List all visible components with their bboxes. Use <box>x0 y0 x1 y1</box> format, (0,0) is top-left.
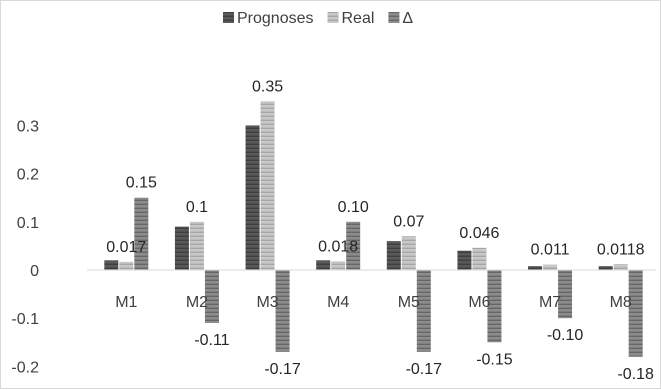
y-tick-label: -0.1 <box>11 311 39 328</box>
bar-prognoses-m3 <box>245 125 260 271</box>
bar--m3 <box>275 270 290 352</box>
data-label: -0.10 <box>547 327 584 344</box>
y-tick-label: 0.3 <box>17 118 39 135</box>
data-label: 0.017 <box>106 239 146 256</box>
data-label: 0.1 <box>186 199 208 216</box>
legend-entry: Real <box>342 10 375 27</box>
bar-real-m6 <box>472 247 487 270</box>
bar-real-m3 <box>260 101 275 270</box>
category-label: M8 <box>610 294 632 311</box>
bar--m7 <box>558 270 573 319</box>
legend-swatch <box>388 12 400 23</box>
bar-real-m1 <box>119 261 134 270</box>
bar--m5 <box>416 270 431 352</box>
data-label: 0.018 <box>318 238 358 255</box>
data-label: 0.35 <box>252 78 283 95</box>
bar-prognoses-m1 <box>104 260 119 270</box>
legend-entry: Δ <box>402 10 413 27</box>
data-label: -0.17 <box>264 361 301 378</box>
bars <box>104 101 643 357</box>
data-label: -0.18 <box>617 366 654 383</box>
data-label: -0.17 <box>406 361 443 378</box>
category-labels: M1 M2 M3 M4 M5 M6 M7 M8 <box>115 294 632 311</box>
bar-real-m2 <box>189 221 204 270</box>
bar--m2 <box>204 270 219 324</box>
data-label: -0.11 <box>194 332 229 349</box>
bar-prognoses-m7 <box>528 266 543 270</box>
y-tick-label: 0 <box>30 263 39 280</box>
data-label: 0.10 <box>338 199 369 216</box>
category-label: M4 <box>327 294 349 311</box>
legend-swatch <box>327 12 339 23</box>
data-label: 0.07 <box>393 213 424 230</box>
y-tick-label: 0.1 <box>17 215 39 232</box>
bar--m6 <box>487 270 502 343</box>
bar--m4 <box>346 221 361 270</box>
bar-real-m5 <box>401 236 416 270</box>
legend: Prognoses Real Δ <box>223 10 413 27</box>
data-label: 0.15 <box>126 175 157 192</box>
category-label: M5 <box>398 294 420 311</box>
bar-prognoses-m4 <box>316 260 331 270</box>
category-label: M1 <box>115 294 137 311</box>
data-label: 0.0118 <box>597 241 645 258</box>
category-label: M2 <box>186 294 208 311</box>
bar-real-m8 <box>613 264 628 270</box>
bar-prognoses-m5 <box>386 241 401 270</box>
bar--m8 <box>628 270 643 357</box>
data-label: -0.15 <box>476 351 513 368</box>
category-label: M3 <box>256 294 278 311</box>
data-label: 0.046 <box>459 225 499 242</box>
data-label: 0.011 <box>531 242 570 259</box>
bar-real-m4 <box>331 261 346 270</box>
y-tick-label: -0.2 <box>11 359 39 376</box>
legend-swatch <box>223 12 234 23</box>
bar-prognoses-m2 <box>174 226 189 270</box>
data-labels: 0.017 0.15 0.1 -0.11 0.35 -0.17 0.018 0.10 0.07 -… <box>106 78 654 382</box>
category-label: M7 <box>539 294 561 311</box>
category-label: M6 <box>468 294 490 311</box>
bar--m1 <box>134 197 149 270</box>
y-axis: -0.2 -0.1 0 0.1 0.2 0.3 <box>11 118 39 376</box>
bar-prognoses-m6 <box>457 250 472 270</box>
bar-real-m7 <box>543 264 558 270</box>
y-tick-label: 0.2 <box>17 167 39 184</box>
legend-entry: Prognoses <box>237 10 314 27</box>
bar-prognoses-m8 <box>598 266 613 270</box>
